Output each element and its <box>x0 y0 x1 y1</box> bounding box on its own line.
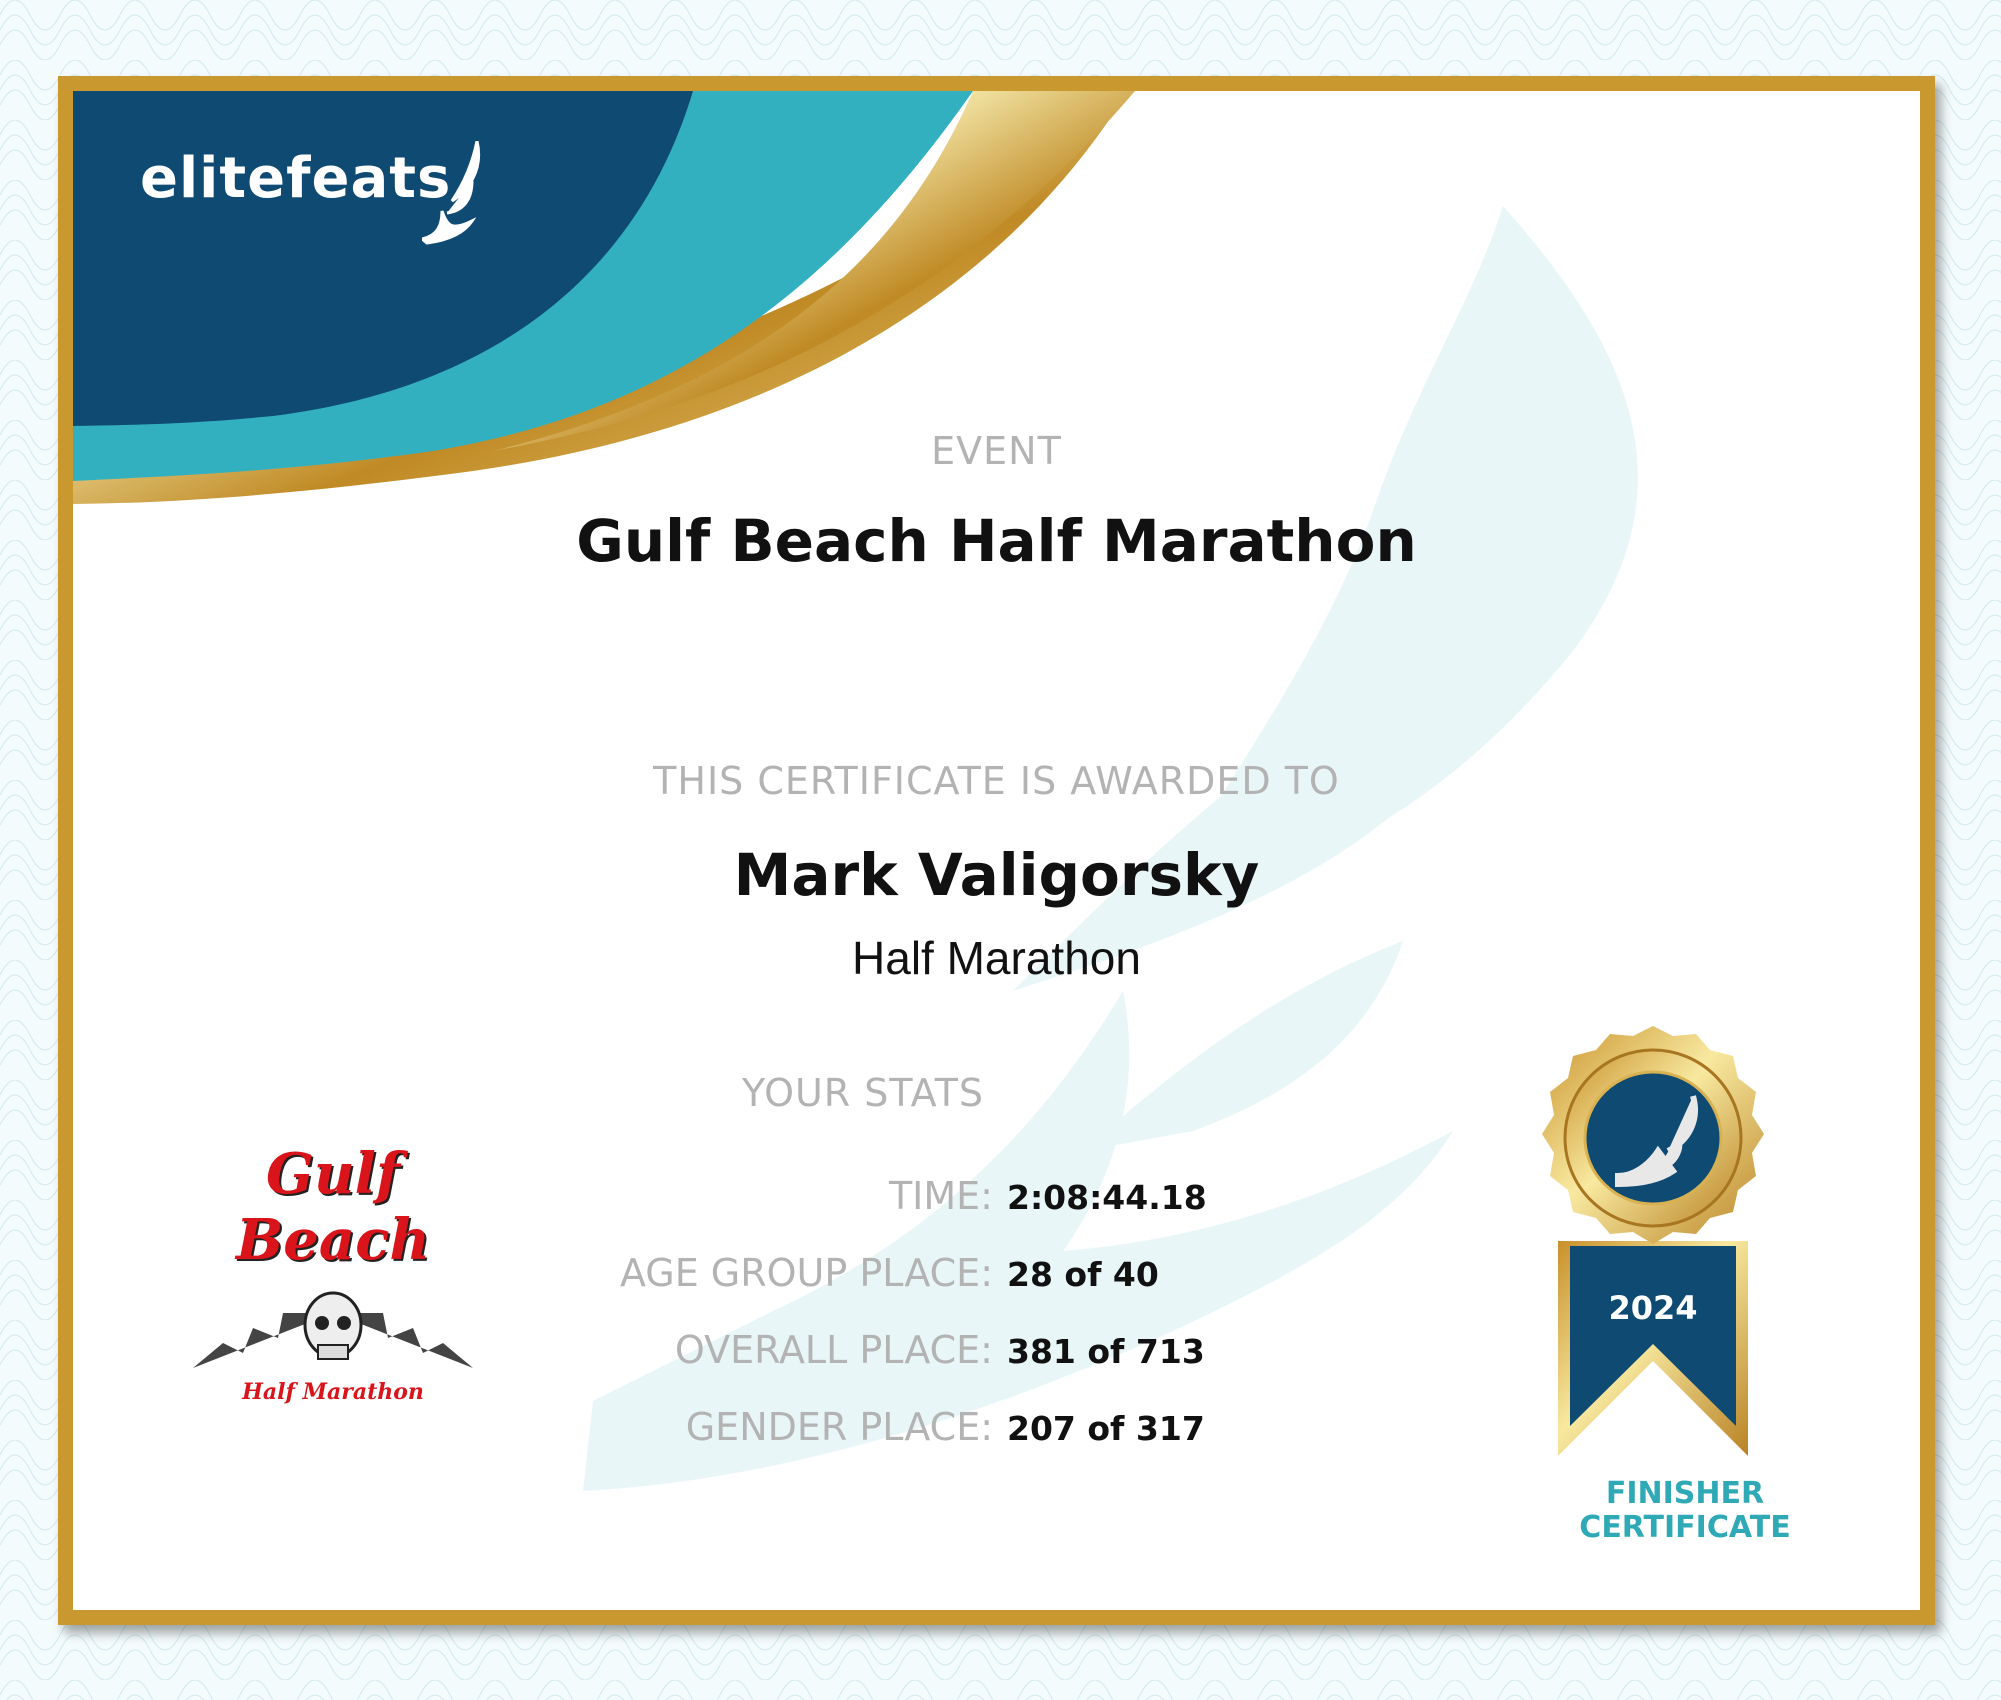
awarded-to-label: THIS CERTIFICATE IS AWARDED TO <box>653 759 1340 803</box>
event-title: Gulf Beach Half Marathon <box>576 507 1417 575</box>
event-label: EVENT <box>931 429 1062 473</box>
stat-row-age-group: AGE GROUP PLACE: 28 of 40 <box>619 1251 1159 1295</box>
stat-row-time: TIME: 2:08:44.18 <box>888 1174 1207 1218</box>
recipient-name: Mark Valigorsky <box>733 841 1260 909</box>
elitefeats-logo: elitefeats <box>140 141 480 245</box>
skull-wings-icon <box>193 1291 473 1368</box>
finisher-medal: 2024 <box>1542 1026 1764 1456</box>
stat-row-gender: GENDER PLACE: 207 of 317 <box>685 1405 1205 1449</box>
division: Half Marathon <box>852 932 1141 984</box>
header-swoosh <box>73 91 1638 1491</box>
finisher-caption: FINISHER CERTIFICATE <box>1579 1476 1791 1545</box>
certificate: elitefeats EVENT Gulf Beach Half Maratho… <box>73 91 1920 1610</box>
winged-foot-icon <box>422 141 480 245</box>
stat-row-overall: OVERALL PLACE: 381 of 713 <box>674 1328 1205 1372</box>
medal-year: 2024 <box>1608 1289 1697 1327</box>
your-stats-label: YOUR STATS <box>741 1071 985 1115</box>
winged-foot-icon <box>1615 1095 1698 1188</box>
race-logo: Gulf Beach Half Marathon <box>183 1141 483 1405</box>
watermark-wing-icon <box>583 206 1638 1491</box>
